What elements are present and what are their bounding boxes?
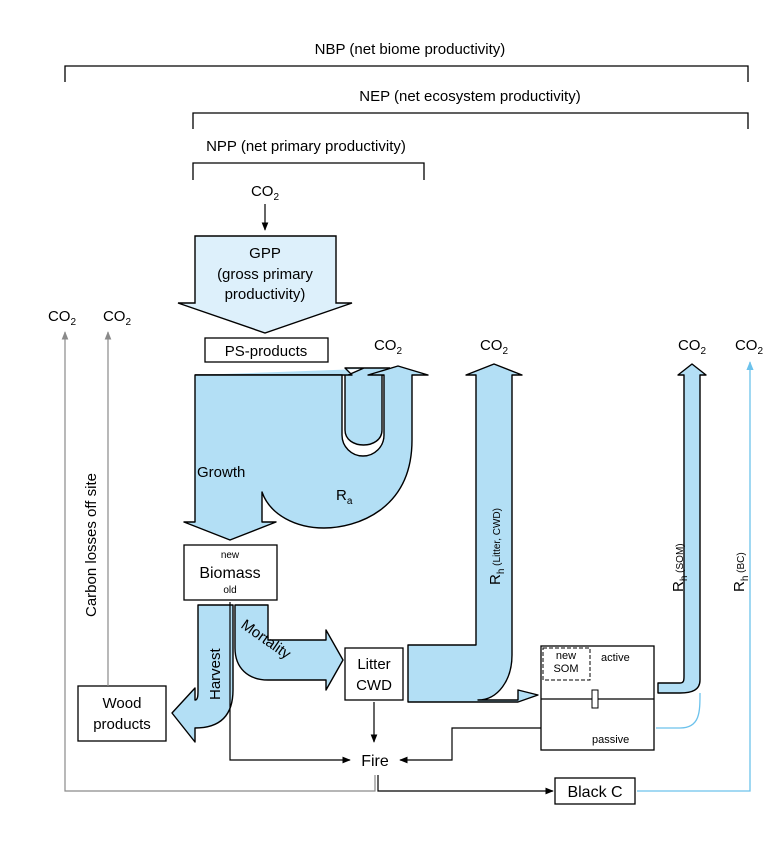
fire-label: Fire (361, 753, 389, 770)
rh-som-flow (657, 363, 707, 694)
som-active-label: active (601, 652, 630, 664)
carbon-losses-label: Carbon losses off site (83, 473, 100, 617)
gpp-title: GPP (249, 245, 281, 262)
biomass-to-fire-arrow (229, 602, 351, 764)
ra-label: Ra (336, 487, 353, 507)
new-som-label-2: SOM (553, 663, 578, 675)
harvest-label: Harvest (207, 647, 224, 700)
co2-rh-som-label: CO2 (678, 337, 707, 357)
wood-products-box (77, 685, 167, 742)
passive-to-rh-line (656, 692, 701, 729)
offsite-loss-line-1 (61, 331, 376, 792)
biomass-new-label: new (221, 550, 240, 561)
black-c-to-co2-line (637, 361, 754, 792)
litter-cwd-box (344, 647, 404, 701)
litter-label: Litter (357, 656, 390, 673)
gpp-subtitle-line2: productivity) (225, 286, 306, 303)
nep-label: NEP (net ecosystem productivity) (359, 88, 580, 105)
som-passive-label: passive (592, 734, 629, 746)
black-c-label: Black C (567, 784, 622, 801)
biomass-old-label: old (223, 585, 236, 596)
npp-bracket: NPP (net primary productivity) (192, 138, 425, 180)
co2-input-label: CO2 (251, 183, 280, 203)
co2-ra-label: CO2 (374, 337, 403, 357)
co2-rh-bc-label: CO2 (735, 337, 764, 357)
rh-som-label: Rh (SOM) (670, 543, 690, 592)
growth-label: Growth (197, 464, 245, 481)
rh-litter-label: Rh (Litter, CWD) (487, 508, 507, 585)
rh-bc-label: Rh (BC) (731, 552, 751, 592)
black-c-box (554, 777, 636, 805)
gpp-subtitle-line1: (gross primary (217, 266, 313, 283)
fire-to-black-c-arrow (377, 775, 554, 795)
growth-ra-body (183, 365, 429, 541)
ps-products-label: PS-products (225, 343, 308, 360)
cwd-label: CWD (356, 677, 392, 694)
npp-label: NPP (net primary productivity) (206, 138, 406, 155)
rh-litter-flow (407, 363, 539, 703)
nep-bracket: NEP (net ecosystem productivity) (192, 88, 749, 129)
co2-offsite-label-2: CO2 (103, 308, 132, 328)
products-label: products (93, 716, 151, 733)
co2-rh-litter-label: CO2 (480, 337, 509, 357)
co2-offsite-label-1: CO2 (48, 308, 77, 328)
ps-products-box (204, 337, 329, 363)
new-som-label-1: new (556, 650, 576, 662)
som-connector (591, 689, 599, 709)
gpp-arrow (177, 235, 353, 334)
new-som-box (542, 647, 591, 681)
nbp-label: NBP (net biome productivity) (315, 41, 506, 58)
biomass-label: Biomass (199, 565, 260, 582)
mortality-flow (234, 604, 344, 691)
harvest-flow (171, 604, 234, 743)
biomass-box (183, 544, 278, 601)
som-to-fire-arrow (399, 727, 541, 764)
wood-label: Wood (103, 695, 142, 712)
nbp-bracket: NBP (net biome productivity) (64, 41, 749, 82)
